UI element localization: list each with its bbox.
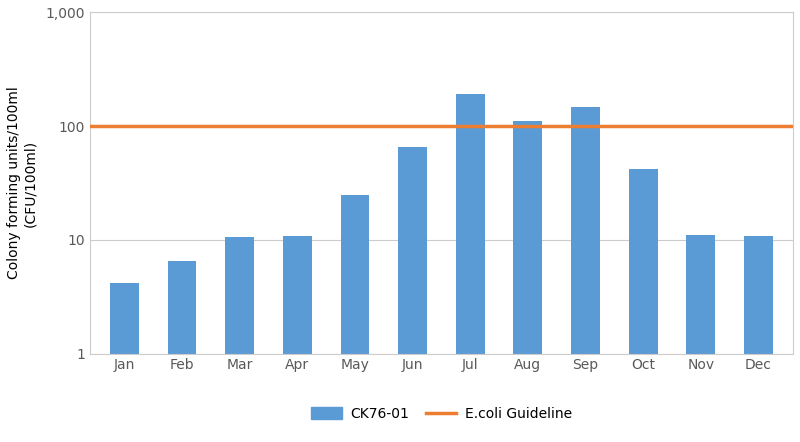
Bar <box>110 283 139 442</box>
Bar <box>744 236 773 442</box>
Y-axis label: Colony forming units/100ml
(CFU/100ml): Colony forming units/100ml (CFU/100ml) <box>7 87 37 279</box>
Bar <box>686 235 715 442</box>
Bar <box>341 194 370 442</box>
Bar <box>226 237 254 442</box>
Bar <box>283 236 312 442</box>
Legend: CK76-01, E.coli Guideline: CK76-01, E.coli Guideline <box>306 401 578 427</box>
Bar <box>398 148 427 442</box>
Bar <box>514 121 542 442</box>
Bar <box>571 107 600 442</box>
Bar <box>629 169 658 442</box>
Bar <box>168 261 197 442</box>
Bar <box>456 95 485 442</box>
